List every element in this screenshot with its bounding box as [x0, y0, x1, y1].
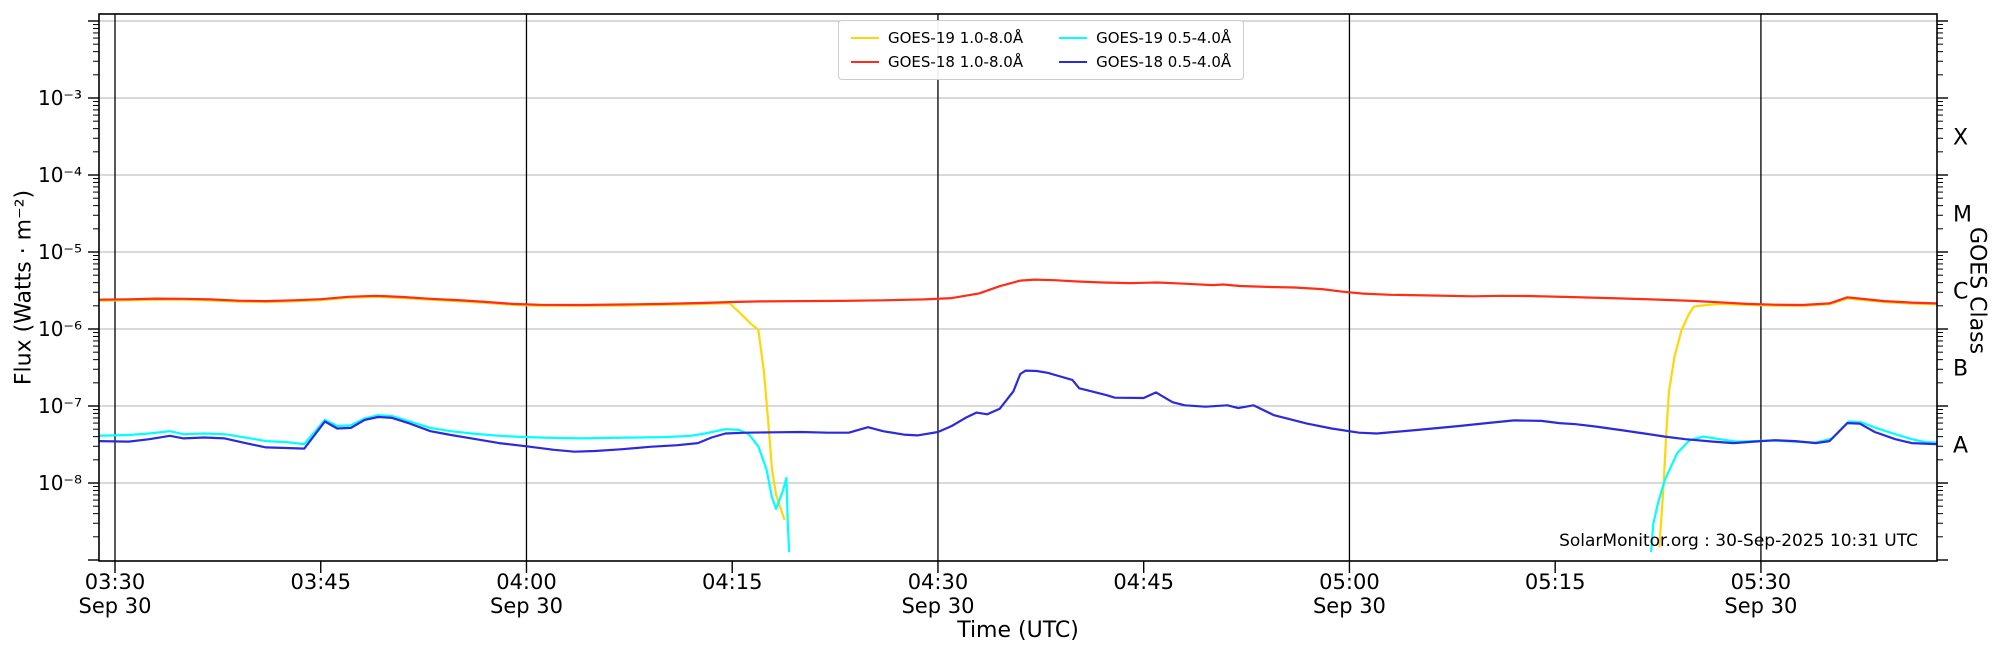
- legend-item-goes19-short: GOES-19 0.5-4.0Å: [1059, 29, 1231, 47]
- x-tick-label: 04:30: [908, 570, 969, 594]
- y-tick-label: 10⁻⁷: [38, 394, 82, 418]
- x-tick-date-label: Sep 30: [1313, 594, 1386, 618]
- y-tick-label: 10⁻⁴: [38, 163, 82, 187]
- series-line-2: [99, 278, 1937, 307]
- data-series: [99, 278, 1937, 553]
- series-line-0: [99, 295, 786, 521]
- watermark: SolarMonitor.org : 30-Sep-2025 10:31 UTC: [1559, 531, 1918, 551]
- y-tick-label: 10⁻⁵: [38, 240, 82, 264]
- legend-label: GOES-18 1.0-8.0Å: [888, 53, 1024, 71]
- x-axis-label-time: Time (UTC): [957, 618, 1079, 643]
- y-tick-label: 10⁻⁶: [38, 317, 82, 341]
- y-tick-label: 10⁻⁸: [38, 471, 82, 495]
- y-axis-label-goes-class: GOES Class: [1964, 226, 1990, 355]
- goes19-short-line-swatch: [1059, 37, 1088, 39]
- x-tick-label: 05:00: [1319, 570, 1380, 594]
- axes: [88, 13, 1948, 573]
- x-tick-label: 04:00: [496, 570, 557, 594]
- x-tick-label: 03:45: [290, 570, 351, 594]
- x-tick-date-label: Sep 30: [1724, 594, 1797, 618]
- legend-label: GOES-18 0.5-4.0Å: [1096, 53, 1232, 71]
- legend-item-goes18-long: GOES-18 1.0-8.0Å: [851, 53, 1023, 71]
- legend-item-goes18-short: GOES-18 0.5-4.0Å: [1059, 53, 1231, 71]
- x-tick-date-label: Sep 30: [490, 594, 563, 618]
- x-tick-label: 05:30: [1731, 570, 1792, 594]
- goes18-short-line-swatch: [1059, 61, 1088, 63]
- y-tick-label: 10⁻³: [38, 86, 82, 110]
- legend-item-goes19-long: GOES-19 1.0-8.0Å: [851, 29, 1023, 47]
- goes19-long-line-swatch: [851, 37, 879, 39]
- x-tick-date-label: Sep 30: [79, 594, 152, 618]
- goes-class-letter-M: M: [1953, 203, 1972, 228]
- goes-class-letter-C: C: [1953, 280, 1968, 305]
- series-line-3: [99, 369, 1937, 453]
- goes-class-letter-X: X: [1953, 126, 1968, 151]
- goes18-long-line-swatch: [851, 61, 879, 63]
- legend-label: GOES-19 0.5-4.0Å: [1096, 29, 1232, 47]
- x-tick-label: 05:15: [1525, 570, 1586, 594]
- plot-border: [98, 13, 1938, 562]
- y-axis-label-flux: Flux (Watts · m⁻²): [11, 189, 37, 386]
- legend: GOES-19 1.0-8.0Å GOES-19 0.5-4.0Å GOES-1…: [838, 20, 1245, 80]
- series-line-0: [1658, 297, 1937, 548]
- x-tick-label: 04:15: [702, 570, 763, 594]
- legend-label: GOES-19 1.0-8.0Å: [888, 29, 1024, 47]
- goes-class-letter-B: B: [1953, 357, 1968, 382]
- x-tick-label: 04:45: [1113, 570, 1174, 594]
- gridlines: [99, 14, 1937, 561]
- goes-class-letter-A: A: [1953, 434, 1968, 459]
- x-tick-label: 03:30: [85, 570, 146, 594]
- x-tick-date-label: Sep 30: [901, 594, 974, 618]
- series-line-1: [99, 414, 791, 553]
